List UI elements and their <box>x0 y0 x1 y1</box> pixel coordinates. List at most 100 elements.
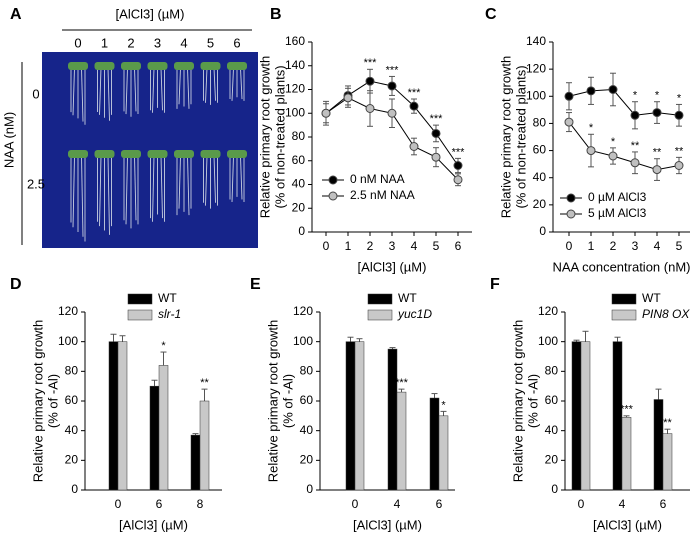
seedlings <box>68 62 247 242</box>
point <box>409 142 419 151</box>
column-label: 5 <box>207 35 214 50</box>
point <box>652 165 662 175</box>
point <box>586 86 596 96</box>
y-tick-label: 20 <box>533 197 547 211</box>
y-tick-label: 100 <box>58 334 78 348</box>
row-label: 2.5 <box>27 176 45 191</box>
legend-marker <box>328 191 338 201</box>
root <box>240 67 243 100</box>
x-tick-label: 0 <box>578 497 585 511</box>
x-tick-label: 6 <box>156 497 163 511</box>
root <box>152 67 155 113</box>
root <box>160 67 163 111</box>
root <box>231 67 234 101</box>
root <box>205 155 208 206</box>
shoots <box>147 150 168 158</box>
x-axis-label: NAA concentration (nM) <box>552 259 690 274</box>
shoots <box>147 62 168 70</box>
significance: ** <box>200 377 209 389</box>
root <box>240 155 243 200</box>
root <box>205 67 208 103</box>
y-tick-label: 0 <box>298 224 305 238</box>
point <box>453 175 463 185</box>
point <box>431 128 441 138</box>
y-tick-label: 40 <box>292 177 306 191</box>
shoots <box>200 62 221 70</box>
column-label: 6 <box>233 35 240 50</box>
root <box>152 155 155 222</box>
point <box>564 117 574 127</box>
legend-label: yuc1D <box>397 307 432 321</box>
point <box>453 161 463 170</box>
significance: * <box>161 340 166 352</box>
root <box>160 155 163 219</box>
x-tick-label: 2 <box>610 239 617 253</box>
shoots <box>121 150 141 158</box>
bar <box>190 434 201 491</box>
root <box>107 155 110 235</box>
point <box>409 101 419 111</box>
x-axis-label: [AlCl3] (µM) <box>358 259 427 274</box>
chart-panel: C 0 20 40 60 80 100 120 140 0 1 2 3 4 5 NAA concentrati… <box>485 6 691 274</box>
significance: * <box>677 92 682 104</box>
point <box>387 81 397 91</box>
legend-marker <box>566 193 576 203</box>
y-tick-label: 120 <box>58 304 78 318</box>
bar <box>199 400 210 491</box>
y-tick-label: 140 <box>526 34 546 48</box>
root <box>213 67 216 101</box>
legend-label: 0 nM NAA <box>350 172 405 186</box>
y-tick-label: 40 <box>300 423 314 437</box>
y-axis-label: Relative primary root growth <box>498 56 513 219</box>
root <box>178 155 181 209</box>
y-tick-label: 0 <box>71 482 78 496</box>
legend-swatch <box>127 293 153 305</box>
x-tick-label: 4 <box>411 239 418 253</box>
root <box>99 155 102 227</box>
panel-a: A [AlCl3] (µM) NAA (nM) <box>1 6 258 248</box>
x-tick-label: 0 <box>323 239 330 253</box>
legend-swatch <box>127 309 153 321</box>
column-label: 4 <box>180 35 187 50</box>
point <box>431 152 441 162</box>
panel-label: D <box>10 276 22 293</box>
bar <box>387 348 398 491</box>
y-tick-label: 60 <box>65 393 79 407</box>
panel-label: A <box>10 6 22 23</box>
series-line <box>568 88 680 116</box>
y-tick-label: 40 <box>533 170 547 184</box>
legend-label: WT <box>398 291 417 305</box>
y-tick-label: 20 <box>292 200 306 214</box>
point <box>586 146 596 156</box>
y-tick-label: 80 <box>292 129 306 143</box>
point <box>564 91 574 101</box>
y-tick-label: 80 <box>533 116 547 130</box>
y-axis-label: (% of non-treated plants) <box>272 65 287 208</box>
legend-marker <box>328 175 338 185</box>
x-tick-label: 1 <box>588 239 595 253</box>
significance: *** <box>364 57 378 69</box>
root <box>72 155 75 228</box>
y-tick-label: 60 <box>300 393 314 407</box>
x-tick-label: 4 <box>619 497 626 511</box>
significance: ** <box>663 417 672 429</box>
x-tick-label: 0 <box>352 497 359 511</box>
point <box>630 158 640 168</box>
x-tick-label: 3 <box>389 239 396 253</box>
bar <box>438 415 449 491</box>
row-label: 0 <box>32 86 39 101</box>
point <box>608 151 618 161</box>
root <box>213 155 216 203</box>
significance: * <box>655 90 660 102</box>
column-label: 3 <box>154 35 161 50</box>
legend-label: PIN8 OX <box>642 307 690 321</box>
legend-swatch <box>611 309 637 321</box>
row-axis-label: NAA (nM) <box>1 112 16 168</box>
point <box>321 108 331 118</box>
significance: * <box>611 136 616 148</box>
root <box>72 67 75 116</box>
photo-title: [AlCl3] (µM) <box>116 6 185 21</box>
y-axis-label: Relative primary root growth <box>257 56 272 219</box>
point <box>365 104 375 113</box>
